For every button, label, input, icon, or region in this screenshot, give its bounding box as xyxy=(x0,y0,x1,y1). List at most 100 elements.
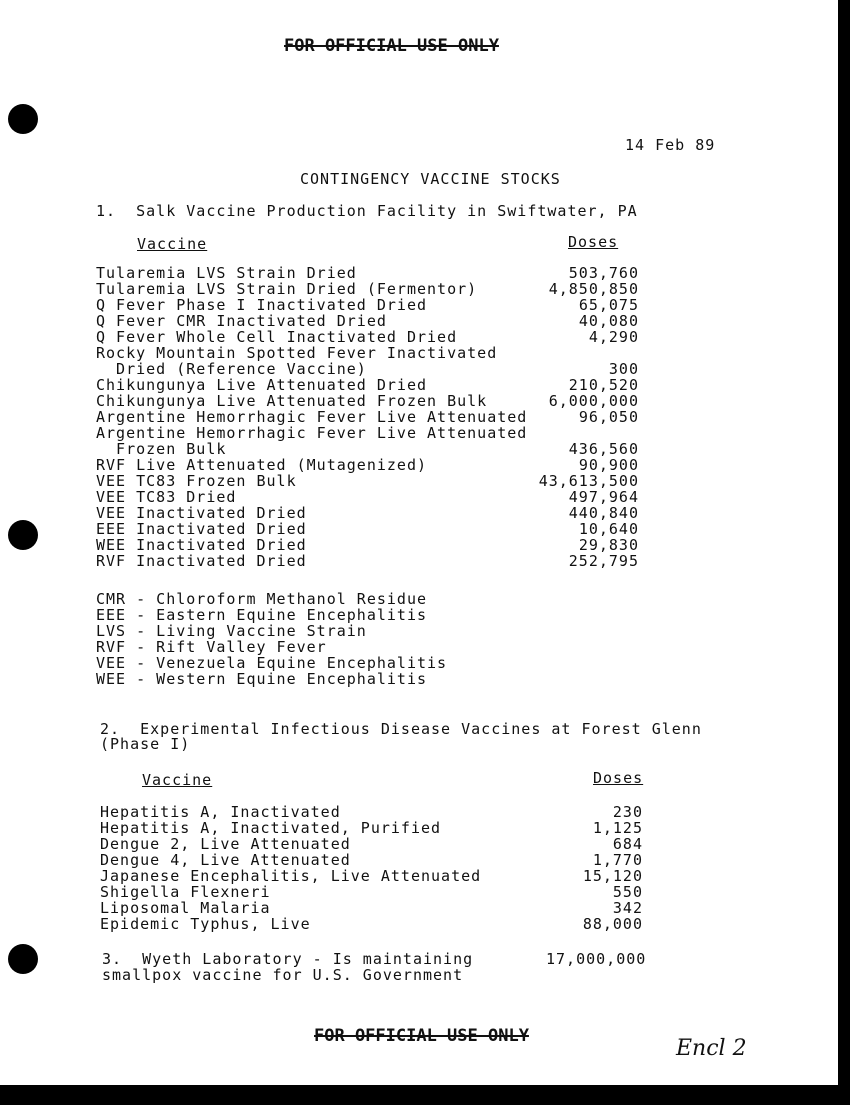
vaccine-doses: 10,640 xyxy=(578,520,639,538)
section1-vaccine-list: Tularemia LVS Strain Dried 503,760 Tularem… xyxy=(96,265,639,569)
vaccine-name: Hepatitis A, Inactivated xyxy=(100,803,341,821)
abbreviation: RVF - Rift Valley Fever xyxy=(96,638,327,656)
vaccine-doses: 4,850,850 xyxy=(548,280,639,298)
vaccine-row: Q Fever Phase I Inactivated Dried 65,075 xyxy=(96,297,639,313)
vaccine-doses: 503,760 xyxy=(568,264,639,282)
vaccine-name: Hepatitis A, Inactivated, Purified xyxy=(100,819,442,837)
vaccine-doses: 40,080 xyxy=(578,312,639,330)
vaccine-doses: 65,075 xyxy=(578,296,639,314)
section3-line2: smallpox vaccine for U.S. Government xyxy=(102,966,464,984)
vaccine-doses: 342 xyxy=(612,899,643,917)
vaccine-doses: 6,000,000 xyxy=(548,392,639,410)
abbreviation: VEE - Venezuela Equine Encephalitis xyxy=(96,654,448,672)
vaccine-doses: 436,560 xyxy=(568,440,639,458)
abbreviation: EEE - Eastern Equine Encephalitis xyxy=(96,606,428,624)
vaccine-doses: 230 xyxy=(612,803,643,821)
vaccine-name: VEE TC83 Frozen Bulk xyxy=(96,472,297,490)
vaccine-row: VEE TC83 Dried 497,964 xyxy=(96,489,639,505)
vaccine-doses: 300 xyxy=(608,360,639,378)
vaccine-doses: 29,830 xyxy=(578,536,639,554)
vaccine-name: Dengue 2, Live Attenuated xyxy=(100,835,351,853)
vaccine-row: EEE Inactivated Dried 10,640 xyxy=(96,521,639,537)
vaccine-name: Tularemia LVS Strain Dried xyxy=(96,264,357,282)
section3-line1: 3. Wyeth Laboratory - Is maintaining xyxy=(102,950,474,968)
scan-edge-right xyxy=(838,0,850,1105)
section1-heading: 1. Salk Vaccine Production Facility in S… xyxy=(96,202,638,220)
vaccine-row: Liposomal Malaria 342 xyxy=(100,900,643,916)
vaccine-name: WEE Inactivated Dried xyxy=(96,536,307,554)
punch-hole xyxy=(8,520,38,550)
section1-col-doses: Doses xyxy=(568,233,619,251)
vaccine-doses: 210,520 xyxy=(568,376,639,394)
document-date: 14 Feb 89 xyxy=(625,136,716,154)
marking-bottom: FOR OFFICIAL USE ONLY xyxy=(314,1026,529,1046)
vaccine-row: Tularemia LVS Strain Dried (Fermentor) 4,… xyxy=(96,281,639,297)
section1-col-vaccine: Vaccine xyxy=(137,235,208,253)
punch-hole xyxy=(8,104,38,134)
vaccine-row: Tularemia LVS Strain Dried 503,760 xyxy=(96,265,639,281)
vaccine-row: VEE TC83 Frozen Bulk 43,613,500 xyxy=(96,473,639,489)
vaccine-row: Hepatitis A, Inactivated, Purified 1,125 xyxy=(100,820,643,836)
vaccine-doses: 550 xyxy=(612,883,643,901)
vaccine-row-continued: Frozen Bulk 436,560 xyxy=(96,441,639,457)
vaccine-row: Japanese Encephalitis, Live Attenuated 15… xyxy=(100,868,643,884)
section3-doses: 17,000,000 xyxy=(546,950,647,968)
vaccine-row: Argentine Hemorrhagic Fever Live Attenua… xyxy=(96,409,639,425)
handwritten-note: Encl 2 xyxy=(676,1036,747,1061)
vaccine-name-continued: Frozen Bulk xyxy=(96,440,227,458)
section2-heading-line2: (Phase I) xyxy=(100,735,191,753)
vaccine-name: Chikungunya Live Attenuated Dried xyxy=(96,376,428,394)
vaccine-row: VEE Inactivated Dried 440,840 xyxy=(96,505,639,521)
vaccine-name: Chikungunya Live Attenuated Frozen Bulk xyxy=(96,392,488,410)
vaccine-name: Argentine Hemorrhagic Fever Live Attenua… xyxy=(96,408,528,426)
vaccine-row: Argentine Hemorrhagic Fever Live Attenua… xyxy=(96,425,639,441)
vaccine-name: Q Fever Whole Cell Inactivated Dried xyxy=(96,328,458,346)
vaccine-row: Shigella Flexneri 550 xyxy=(100,884,643,900)
vaccine-name: EEE Inactivated Dried xyxy=(96,520,307,538)
vaccine-row-continued: Dried (Reference Vaccine) 300 xyxy=(96,361,639,377)
section2-heading-line1: 2. Experimental Infectious Disease Vacci… xyxy=(100,720,702,738)
vaccine-name: Japanese Encephalitis, Live Attenuated xyxy=(100,867,482,885)
vaccine-doses: 1,125 xyxy=(592,819,643,837)
vaccine-name: Rocky Mountain Spotted Fever Inactivated xyxy=(96,344,498,362)
vaccine-row: Dengue 2, Live Attenuated 684 xyxy=(100,836,643,852)
vaccine-row: Chikungunya Live Attenuated Dried 210,520 xyxy=(96,377,639,393)
vaccine-name: VEE TC83 Dried xyxy=(96,488,237,506)
scan-edge-bottom xyxy=(0,1085,850,1105)
vaccine-row: Q Fever Whole Cell Inactivated Dried 4,29… xyxy=(96,329,639,345)
vaccine-doses: 4,290 xyxy=(588,328,639,346)
vaccine-name: Q Fever CMR Inactivated Dried xyxy=(96,312,387,330)
punch-hole xyxy=(8,944,38,974)
marking-top: FOR OFFICIAL USE ONLY xyxy=(284,36,499,56)
vaccine-row: Epidemic Typhus, Live 88,000 xyxy=(100,916,643,932)
vaccine-name-continued: Dried (Reference Vaccine) xyxy=(96,360,367,378)
vaccine-name: Dengue 4, Live Attenuated xyxy=(100,851,351,869)
vaccine-name: Epidemic Typhus, Live xyxy=(100,915,311,933)
vaccine-doses: 252,795 xyxy=(568,552,639,570)
vaccine-row: RVF Inactivated Dried 252,795 xyxy=(96,553,639,569)
vaccine-name: Liposomal Malaria xyxy=(100,899,271,917)
section2-vaccine-list: Hepatitis A, Inactivated 230 Hepatitis A, … xyxy=(100,804,643,932)
abbreviation: LVS - Living Vaccine Strain xyxy=(96,622,367,640)
vaccine-doses: 90,900 xyxy=(578,456,639,474)
vaccine-doses: 43,613,500 xyxy=(538,472,639,490)
section2-col-vaccine: Vaccine xyxy=(142,771,213,789)
vaccine-row: Rocky Mountain Spotted Fever Inactivated xyxy=(96,345,639,361)
vaccine-doses: 96,050 xyxy=(578,408,639,426)
vaccine-row: RVF Live Attenuated (Mutagenized) 90,900 xyxy=(96,457,639,473)
vaccine-row: Dengue 4, Live Attenuated 1,770 xyxy=(100,852,643,868)
vaccine-name: Tularemia LVS Strain Dried (Fermentor) xyxy=(96,280,478,298)
abbreviation-list: CMR - Chloroform Methanol Residue EEE - E… xyxy=(96,591,447,687)
vaccine-row: Chikungunya Live Attenuated Frozen Bulk 6… xyxy=(96,393,639,409)
vaccine-name: Shigella Flexneri xyxy=(100,883,271,901)
document-title: CONTINGENCY VACCINE STOCKS xyxy=(300,170,561,188)
abbreviation: CMR - Chloroform Methanol Residue xyxy=(96,590,428,608)
vaccine-doses: 684 xyxy=(612,835,643,853)
vaccine-doses: 1,770 xyxy=(592,851,643,869)
vaccine-doses: 497,964 xyxy=(568,488,639,506)
section2-col-doses: Doses xyxy=(593,769,644,787)
vaccine-name: RVF Live Attenuated (Mutagenized) xyxy=(96,456,428,474)
abbreviation: WEE - Western Equine Encephalitis xyxy=(96,670,428,688)
vaccine-name: Argentine Hemorrhagic Fever Live Attenua… xyxy=(96,424,528,442)
vaccine-doses: 88,000 xyxy=(582,915,643,933)
